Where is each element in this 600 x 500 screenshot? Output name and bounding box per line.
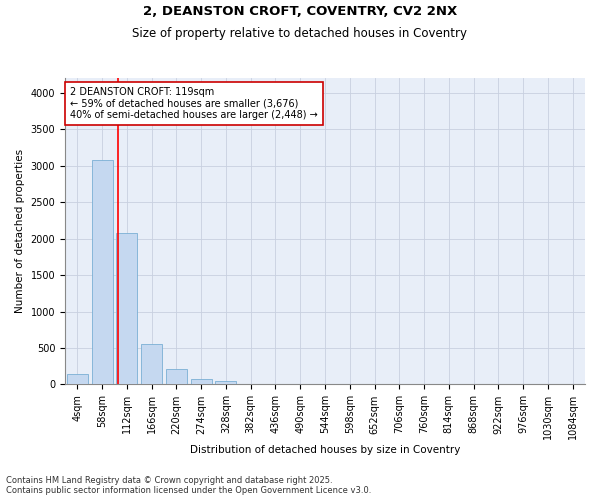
Text: 2 DEANSTON CROFT: 119sqm
← 59% of detached houses are smaller (3,676)
40% of sem: 2 DEANSTON CROFT: 119sqm ← 59% of detach… bbox=[70, 87, 318, 120]
Bar bbox=[116, 232, 137, 384]
Text: Contains HM Land Registry data © Crown copyright and database right 2025.
Contai: Contains HM Land Registry data © Crown c… bbox=[6, 476, 371, 495]
Text: Size of property relative to detached houses in Coventry: Size of property relative to detached ho… bbox=[133, 28, 467, 40]
Text: 2, DEANSTON CROFT, COVENTRY, CV2 2NX: 2, DEANSTON CROFT, COVENTRY, CV2 2NX bbox=[143, 5, 457, 18]
X-axis label: Distribution of detached houses by size in Coventry: Distribution of detached houses by size … bbox=[190, 445, 460, 455]
Bar bbox=[191, 378, 212, 384]
Bar bbox=[166, 369, 187, 384]
Bar bbox=[67, 374, 88, 384]
Bar bbox=[215, 381, 236, 384]
Bar bbox=[92, 160, 113, 384]
Bar bbox=[141, 344, 162, 384]
Y-axis label: Number of detached properties: Number of detached properties bbox=[15, 149, 25, 314]
